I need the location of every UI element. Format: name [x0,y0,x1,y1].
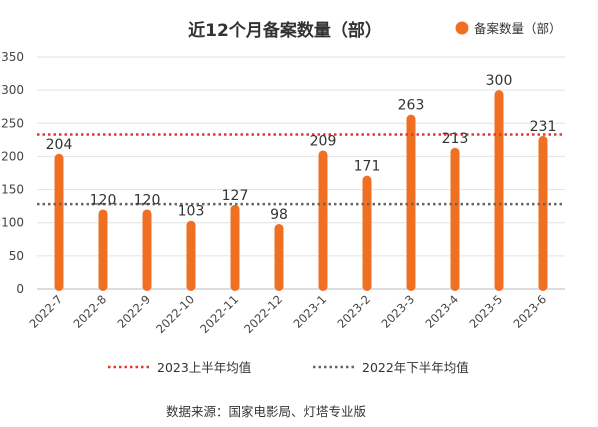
data-label: 263 [398,98,425,114]
x-tick-label: 2022-10 [153,292,197,336]
x-tick-label: 2022-8 [70,292,109,331]
y-tick-label: 0 [16,282,24,296]
source-note: 数据来源：国家电影局、灯塔专业版 [166,404,367,419]
y-tick-label: 100 [1,216,24,230]
data-label: 98 [270,207,288,223]
legend-ref-label-2023: 2023上半年均值 [157,360,251,375]
bar [98,209,108,291]
legend-bottom: 2023上半年均值 2022年下半年均值 [108,360,469,375]
grid [37,56,565,290]
data-label: 120 [134,192,161,208]
chart-title: 近12个月备案数量（部） [188,20,382,41]
data-labels: 204 120 120 103 127 98 209 171 263 213 300 231 [46,73,557,223]
legend-ref-label-2022: 2022年下半年均值 [362,360,469,375]
bar [274,224,284,291]
y-tick-label: 250 [1,116,24,130]
x-tick-label: 2023-6 [510,292,549,331]
bar [142,209,152,291]
x-tick-label: 2023-3 [378,292,417,331]
legend-top: 备案数量（部） [455,21,562,36]
x-tick-label: 2022-12 [241,292,285,336]
x-tick-label: 2022-7 [26,292,65,331]
bar [318,150,328,291]
x-tick-label: 2023-5 [466,292,505,331]
bar [230,204,240,291]
data-label: 171 [354,159,381,175]
data-label: 103 [178,204,205,220]
legend-series-marker [455,21,469,35]
data-label: 127 [222,188,249,204]
x-axis: 2022-7 2022-8 2022-9 2022-10 2022-11 2022-12 2… [26,292,549,336]
y-axis: 0 50 100 150 200 250 300 350 [1,50,24,296]
bar [362,175,372,291]
bars [54,90,548,292]
data-label: 300 [486,73,513,89]
x-tick-label: 2022-11 [197,292,241,336]
y-tick-label: 300 [1,83,24,97]
bar [494,90,504,292]
data-label: 204 [46,137,73,153]
data-label: 209 [310,133,337,149]
y-tick-label: 50 [9,249,24,263]
x-tick-label: 2023-4 [422,292,461,331]
reference-lines [37,133,565,206]
data-label: 120 [90,192,117,208]
bar [538,135,548,291]
y-tick-label: 200 [1,149,24,163]
bar [186,220,196,291]
y-tick-label: 350 [1,50,24,64]
x-tick-label: 2023-2 [334,292,373,331]
y-tick-label: 150 [1,183,24,197]
data-label: 231 [530,119,557,135]
legend-series-label: 备案数量（部） [474,21,562,36]
bar [54,153,64,291]
bar [406,114,416,291]
data-label: 213 [442,131,469,147]
x-tick-label: 2022-9 [114,292,153,331]
x-tick-label: 2023-1 [290,292,329,331]
bar [450,147,460,291]
